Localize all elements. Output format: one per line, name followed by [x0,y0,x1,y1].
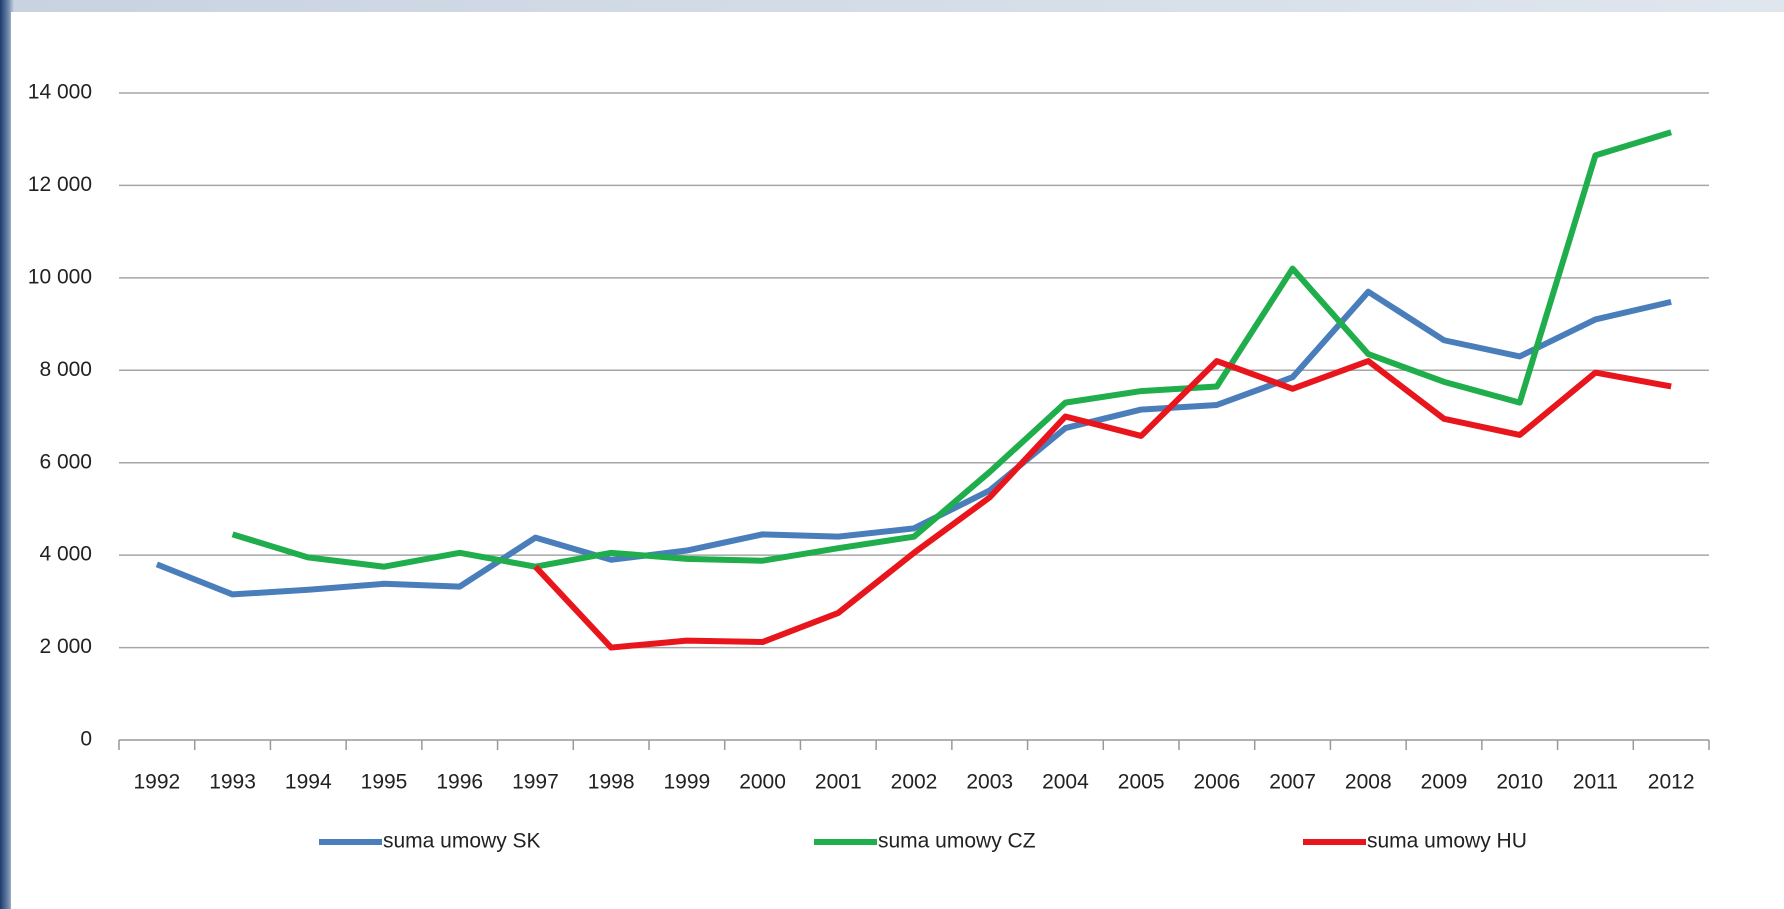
x-tick-label: 2004 [1042,771,1089,794]
series-line [155,288,1672,598]
x-tick-label: 1992 [133,771,180,794]
chart-panel [11,12,1784,909]
x-tick-label: 1995 [361,771,408,794]
x-tick-label: 1998 [588,771,635,794]
y-tick-label: 0 [80,728,92,751]
x-tick-label: 2001 [815,771,862,794]
x-tick-label: 2007 [1269,771,1316,794]
series-line [533,358,1672,651]
x-tick-label: 1996 [436,771,483,794]
x-tick-label: 2008 [1345,771,1392,794]
x-tick-label: 2012 [1648,771,1695,794]
x-tick-label: 2005 [1118,771,1165,794]
x-tick-label: 2009 [1421,771,1468,794]
series-line [231,129,1673,570]
y-tick-label: 10 000 [28,265,92,288]
x-tick-label: 2000 [739,771,786,794]
y-tick-label: 8 000 [39,358,92,381]
x-tick-label: 2011 [1573,771,1618,794]
x-tick-label: 1997 [512,771,559,794]
y-tick-label: 4 000 [39,543,92,566]
y-tick-label: 12 000 [28,173,92,196]
x-tick-label: 1993 [209,771,256,794]
y-tick-label: 2 000 [39,635,92,658]
x-tick-label: 2002 [891,771,938,794]
x-tick-label: 2003 [966,771,1013,794]
legend-label: suma umowy SK [383,830,541,853]
y-tick-label: 6 000 [39,450,92,473]
x-tick-label: 1999 [663,771,710,794]
legend-label: suma umowy CZ [878,830,1036,853]
legend-label: suma umowy HU [1367,830,1527,853]
x-tick-label: 1994 [285,771,332,794]
y-tick-label: 14 000 [28,81,92,104]
x-tick-label: 2006 [1193,771,1240,794]
x-tick-label: 2010 [1496,771,1543,794]
